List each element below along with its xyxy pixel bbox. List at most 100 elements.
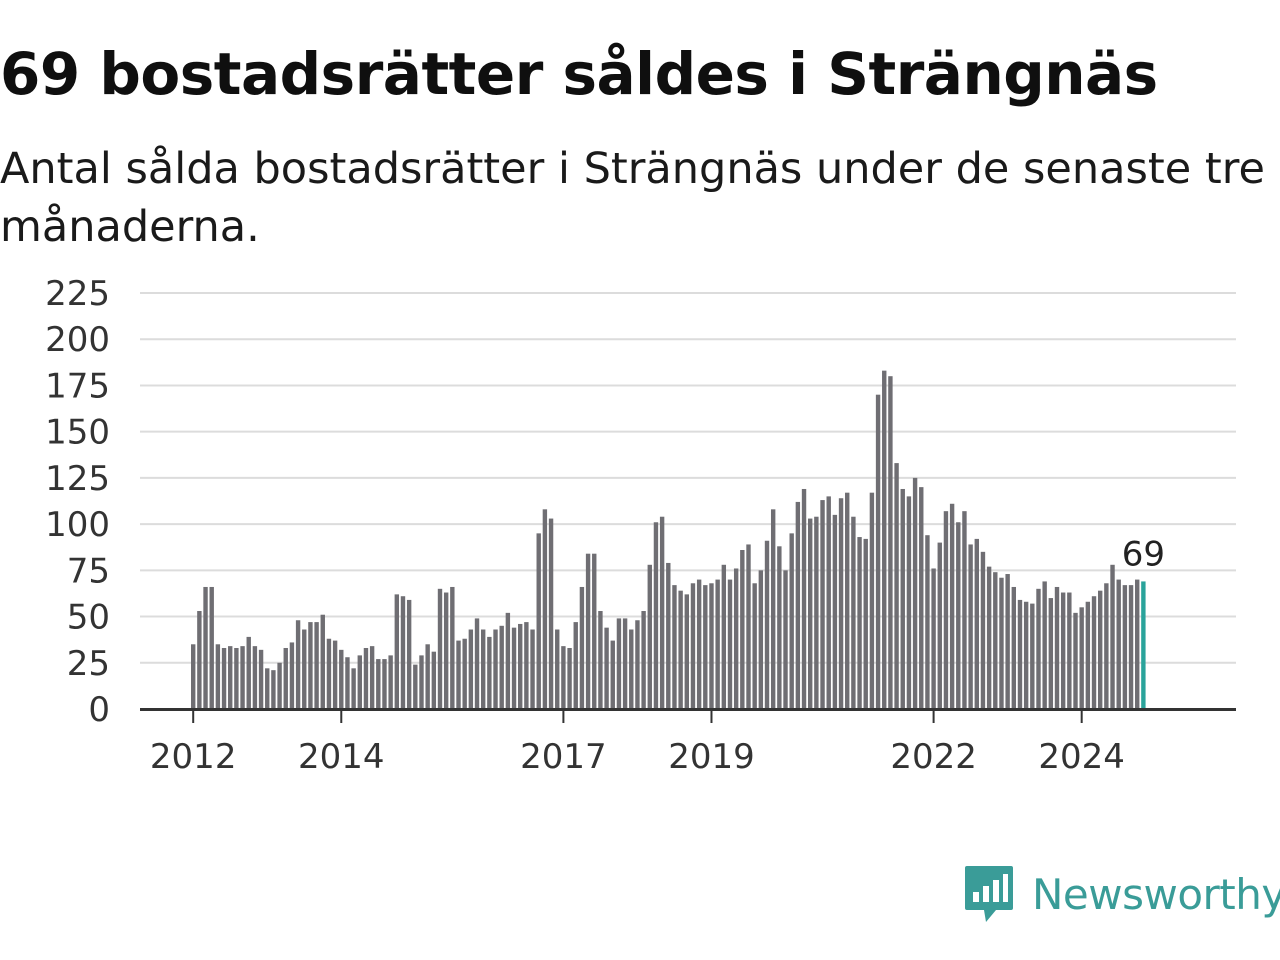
bar [215, 644, 221, 709]
bar [1011, 586, 1017, 709]
bar [1060, 592, 1066, 709]
bar [1097, 590, 1103, 709]
bar [795, 501, 801, 709]
bar [542, 509, 548, 709]
y-tick-label: 50 [67, 598, 110, 638]
bar [1122, 585, 1128, 709]
bar [240, 646, 245, 709]
bar [598, 611, 603, 709]
bar [221, 647, 227, 709]
bar [678, 590, 683, 709]
bar [832, 514, 838, 709]
bar [351, 668, 356, 709]
bar [937, 542, 942, 709]
bar [314, 622, 319, 709]
bar [857, 537, 862, 709]
bar [986, 566, 992, 709]
bar [770, 509, 776, 709]
bar [277, 662, 282, 709]
bar [413, 664, 418, 709]
bar [234, 647, 239, 709]
bar [536, 533, 541, 709]
bar [653, 522, 659, 709]
x-tick-label: 2024 [1038, 737, 1125, 777]
bar [363, 647, 369, 709]
bar [388, 655, 393, 709]
bar [345, 657, 350, 709]
bar [283, 647, 288, 709]
bar [1128, 585, 1134, 709]
bar [875, 394, 881, 709]
bar [1048, 598, 1054, 709]
bar [573, 622, 578, 709]
bar [271, 670, 276, 709]
bar [845, 492, 850, 709]
bar [703, 585, 708, 709]
bar [443, 592, 449, 709]
bar [801, 488, 807, 709]
latest-value-label: 69 [1122, 534, 1165, 574]
bar [524, 622, 529, 709]
bar [888, 376, 893, 709]
bar [480, 629, 486, 709]
bar [616, 618, 622, 709]
bar [746, 544, 751, 709]
y-tick-label: 225 [45, 274, 110, 314]
bar [265, 668, 270, 709]
bar [826, 496, 831, 709]
bar [851, 516, 856, 709]
bar [561, 646, 566, 709]
bar [406, 599, 412, 709]
bar [820, 500, 825, 709]
bar [610, 640, 615, 709]
bar [919, 487, 924, 709]
bar [1042, 581, 1047, 709]
bar [777, 546, 782, 709]
bar [308, 622, 313, 709]
bar [579, 586, 585, 709]
bar [764, 540, 770, 709]
bar [622, 618, 628, 709]
bar [783, 570, 788, 709]
bar [993, 572, 998, 709]
bar [567, 647, 572, 709]
bar [246, 636, 251, 709]
y-tick-label: 25 [67, 644, 110, 684]
bar [382, 659, 387, 709]
bar [943, 511, 949, 709]
bar [585, 553, 591, 709]
bar [814, 516, 819, 709]
bar [863, 538, 868, 709]
bar [672, 585, 677, 709]
bar [1091, 596, 1097, 709]
bar [258, 649, 264, 709]
bar [474, 618, 480, 709]
bar [302, 629, 307, 709]
bar [968, 544, 973, 709]
bar [1110, 564, 1115, 709]
bar [709, 583, 714, 709]
x-tick-label: 2014 [298, 737, 385, 777]
bars [191, 370, 1146, 709]
bar [326, 638, 332, 709]
x-axis-ticks: 2012 2014 2017 2019 2022 2024 [150, 709, 1125, 777]
bar [320, 614, 325, 709]
bar [289, 642, 295, 709]
bar [228, 646, 233, 709]
bar [394, 594, 400, 709]
bar [684, 594, 689, 709]
bar [252, 646, 258, 709]
bar [499, 625, 504, 709]
bar [400, 596, 406, 709]
newsworthy-logo: Newsworthy [964, 862, 1280, 926]
bar [369, 646, 375, 709]
chart-subtitle: Antal sålda bostadsrätter i Strängnäs un… [0, 144, 1265, 252]
bar [1073, 612, 1078, 709]
y-tick-label: 100 [45, 505, 110, 545]
bar [295, 620, 301, 709]
bar [641, 611, 646, 709]
bar [437, 588, 443, 709]
bar [376, 659, 381, 709]
bar [505, 612, 511, 709]
